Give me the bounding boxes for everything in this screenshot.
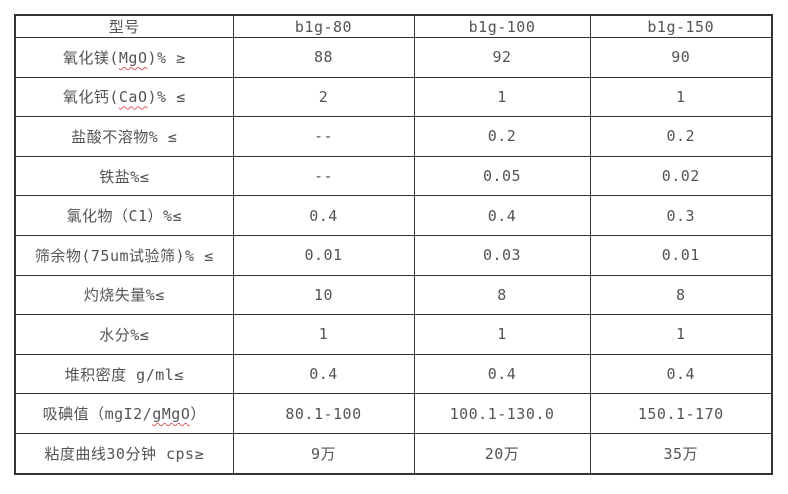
table-row: 筛余物(75um试验筛)% ≤ 0.01 0.03 0.01 <box>14 234 773 276</box>
value-cell: 100.1-130.0 <box>413 393 591 434</box>
label-text: 铁盐%≤ <box>99 167 150 186</box>
value-cell: 90 <box>589 37 773 78</box>
table-row: 堆积密度 g/ml≤ 0.4 0.4 0.4 <box>14 353 773 395</box>
value-cell: -- <box>232 116 415 157</box>
table-row: 铁盐%≤ -- 0.05 0.02 <box>14 155 773 197</box>
spec-table: 型号 b1g-80 b1g-100 b1g-150 氧化镁(MgO)% ≥88 92 90… <box>14 14 773 475</box>
column-header: b1g-100 <box>413 14 591 38</box>
value-cell: 0.2 <box>589 116 773 157</box>
value-cell: 20万 <box>413 432 591 475</box>
table-row: 盐酸不溶物% ≤ -- 0.2 0.2 <box>14 116 773 157</box>
row-label: 筛余物(75um试验筛)% ≤ <box>14 234 234 276</box>
value-cell: 0.4 <box>232 195 415 236</box>
table-row: 水分%≤ 1 1 1 <box>14 314 773 355</box>
header-row: 型号 b1g-80 b1g-100 b1g-150 <box>14 14 773 38</box>
value-cell: 35万 <box>589 432 773 475</box>
value-cell: 1 <box>232 314 415 355</box>
value-cell: 8 <box>589 274 773 316</box>
row-label: 水分%≤ <box>14 314 234 355</box>
label-text: 氧化镁( <box>62 48 119 67</box>
table-row: 灼烧失量%≤ 10 8 8 <box>14 274 773 316</box>
table-row: 吸碘值（mgI2/gMgO） 80.1-100 100.1-130.0 150.1-1… <box>14 393 773 434</box>
row-label: 堆积密度 g/ml≤ <box>14 353 234 395</box>
row-label: 粘度曲线30分钟 cps≥ <box>14 432 234 475</box>
row-label: 盐酸不溶物% ≤ <box>14 116 234 157</box>
value-cell: 0.05 <box>413 155 591 197</box>
row-label: 氧化钙(CaO)% ≤ <box>14 76 234 118</box>
label-text: 筛余物(75um试验筛)% ≤ <box>34 246 214 265</box>
value-cell: 0.4 <box>413 353 591 395</box>
table-row: 氧化镁(MgO)% ≥88 92 90 <box>14 37 773 78</box>
value-cell: 1 <box>589 314 773 355</box>
value-cell: 0.01 <box>232 234 415 276</box>
spec-table-container: 型号 b1g-80 b1g-100 b1g-150 氧化镁(MgO)% ≥88 92 90… <box>14 14 773 475</box>
value-cell: 1 <box>413 76 591 118</box>
label-text: 氧化钙( <box>62 88 119 107</box>
column-header-model: 型号 <box>14 14 234 38</box>
row-label: 吸碘值（mgI2/gMgO） <box>14 393 234 434</box>
row-label: 氯化物（C1）%≤ <box>14 195 234 236</box>
value-cell: 80.1-100 <box>232 393 415 434</box>
value-cell: 0.4 <box>589 353 773 395</box>
label-text: 吸碘值（mgI2/ <box>42 405 153 424</box>
row-label: 氧化镁(MgO)% ≥ <box>14 37 234 78</box>
label-text: 粘度曲线30分钟 cps≥ <box>44 444 205 463</box>
label-text: 盐酸不溶物% ≤ <box>71 127 178 146</box>
label-text: )% ≥ <box>147 48 186 67</box>
value-cell: 0.4 <box>232 353 415 395</box>
value-cell: 0.3 <box>589 195 773 236</box>
table-row: 氧化钙(CaO)% ≤2 1 1 <box>14 76 773 118</box>
value-cell: 1 <box>413 314 591 355</box>
row-label: 铁盐%≤ <box>14 155 234 197</box>
label-text: 灼烧失量%≤ <box>83 286 165 305</box>
value-cell: 0.01 <box>589 234 773 276</box>
label-text: 水分%≤ <box>99 325 150 344</box>
value-cell: 8 <box>413 274 591 316</box>
value-cell: 150.1-170 <box>589 393 773 434</box>
label-text: 堆积密度 g/ml≤ <box>64 365 184 384</box>
row-label: 灼烧失量%≤ <box>14 274 234 316</box>
value-cell: 0.02 <box>589 155 773 197</box>
value-cell: 88 <box>232 37 415 78</box>
table-row: 粘度曲线30分钟 cps≥ 9万 20万 35万 <box>14 432 773 475</box>
value-cell: 10 <box>232 274 415 316</box>
value-cell: 2 <box>232 76 415 118</box>
value-cell: 1 <box>589 76 773 118</box>
table-row: 氯化物（C1）%≤ 0.4 0.4 0.3 <box>14 195 773 236</box>
column-header: b1g-80 <box>232 14 415 38</box>
value-cell: 0.4 <box>413 195 591 236</box>
value-cell: 9万 <box>232 432 415 475</box>
spellcheck-word: gMgO <box>152 405 191 424</box>
spec-table-body: 氧化镁(MgO)% ≥88 92 90 氧化钙(CaO)% ≤2 1 1 盐酸不溶物% ≤ -… <box>14 37 773 475</box>
label-text: )% ≤ <box>147 88 186 107</box>
value-cell: 92 <box>413 37 591 78</box>
value-cell: 0.03 <box>413 234 591 276</box>
label-text: 氯化物（C1）%≤ <box>66 207 183 226</box>
label-text: ） <box>190 405 206 424</box>
column-header: b1g-150 <box>589 14 773 38</box>
spellcheck-word: CaO <box>118 88 148 107</box>
spellcheck-word: MgO <box>118 48 148 67</box>
value-cell: -- <box>232 155 415 197</box>
value-cell: 0.2 <box>413 116 591 157</box>
